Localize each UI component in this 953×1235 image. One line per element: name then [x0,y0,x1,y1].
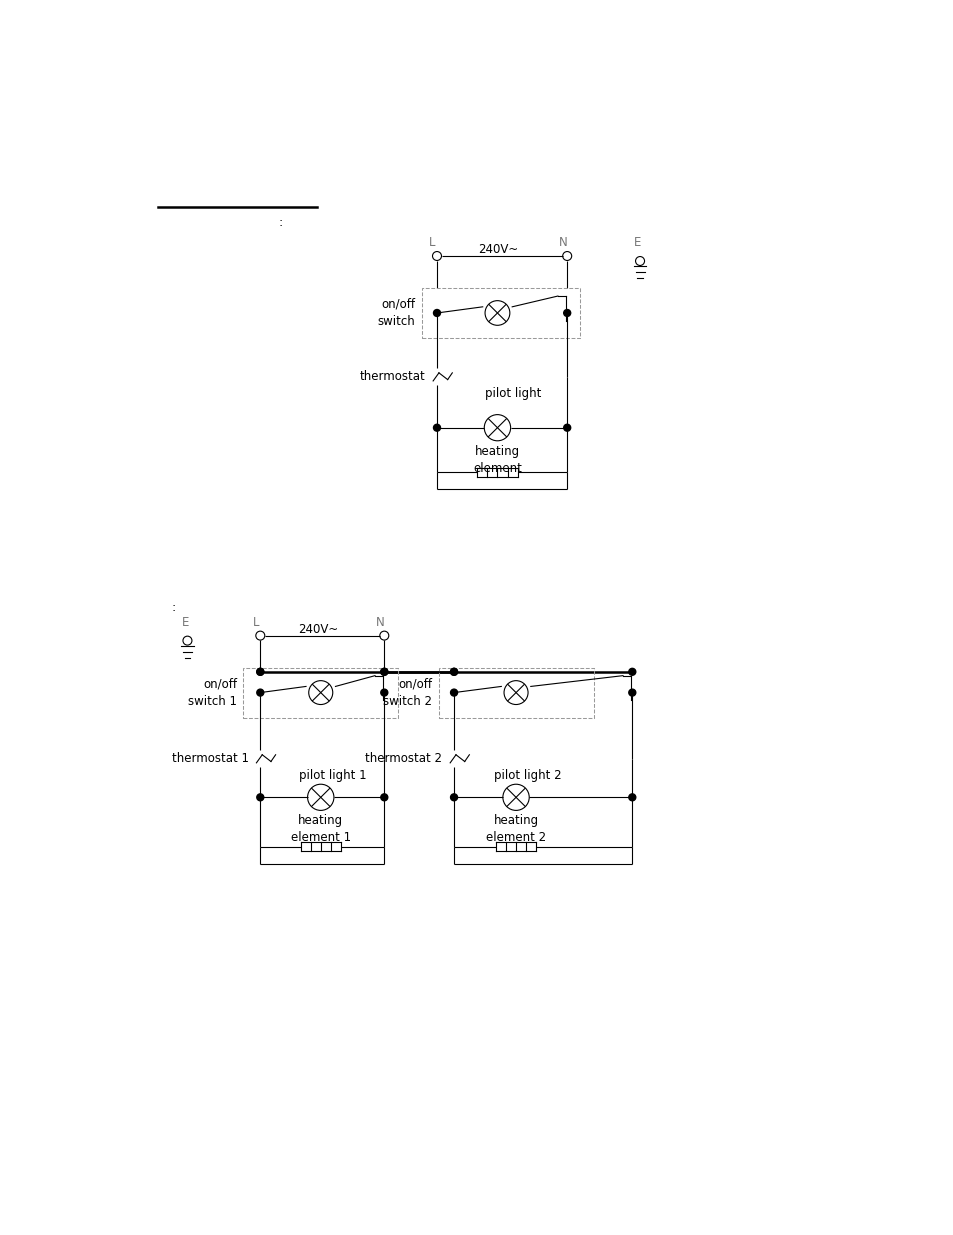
Text: on/off
switch 2: on/off switch 2 [383,678,432,708]
Circle shape [450,668,457,676]
Circle shape [563,310,570,316]
Text: on/off
switch: on/off switch [377,298,415,329]
Circle shape [628,794,635,800]
Text: thermostat 1: thermostat 1 [172,752,249,766]
Circle shape [256,689,264,697]
Circle shape [380,794,387,800]
Circle shape [450,794,457,800]
Text: thermostat: thermostat [359,370,425,383]
Text: 240V~: 240V~ [477,243,517,256]
Text: L: L [429,236,436,249]
Circle shape [256,668,264,676]
Circle shape [380,668,387,676]
Circle shape [256,794,264,800]
Bar [421,288,579,338]
Text: :: : [278,216,282,230]
Text: E: E [634,236,640,249]
Text: pilot light 2: pilot light 2 [494,769,561,782]
Text: pilot light: pilot light [484,388,540,400]
Circle shape [380,689,387,697]
Text: N: N [558,236,567,249]
Circle shape [450,668,457,676]
Bar [438,668,593,718]
Text: :: : [172,601,176,614]
Bar [243,668,397,718]
Text: on/off
switch 1: on/off switch 1 [188,678,236,708]
Circle shape [628,668,635,676]
Text: heating
element 1: heating element 1 [291,814,351,845]
Circle shape [563,425,570,431]
Circle shape [433,425,440,431]
Text: heating
element: heating element [473,445,521,474]
Text: L: L [253,615,258,629]
Circle shape [628,689,635,697]
Text: 240V~: 240V~ [298,622,338,636]
Circle shape [256,668,264,676]
Circle shape [433,310,440,316]
Text: thermostat 2: thermostat 2 [365,752,442,766]
Text: heating
element 2: heating element 2 [485,814,545,845]
Text: E: E [181,615,189,629]
Circle shape [380,668,387,676]
Circle shape [450,689,457,697]
Text: N: N [375,615,384,629]
Text: pilot light 1: pilot light 1 [298,769,366,782]
